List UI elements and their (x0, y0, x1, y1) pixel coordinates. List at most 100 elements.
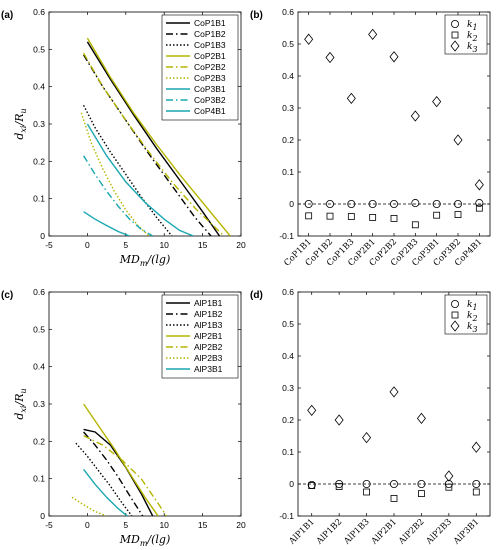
point-k1-CoP3B1 (432, 199, 441, 208)
point-k3-CoP1B1 (304, 33, 314, 45)
point-k1-CoP1B2 (325, 199, 334, 208)
series-line-CoP3B1 (86, 123, 194, 236)
point-k3-AlP1B1 (307, 404, 317, 417)
y-tick-label: -0.1 (279, 511, 294, 521)
point-k1-CoP2B3 (411, 199, 420, 208)
y-tick-label: 0.1 (282, 167, 294, 177)
series-line-CoP3B2 (83, 155, 154, 236)
panel-b: (b)-0.100.10.20.30.40.50.6CoP1B1CoP1B2Co… (250, 7, 491, 268)
legend-label: AlP1B3 (194, 320, 223, 330)
x-tick-label: -5 (45, 240, 53, 250)
point-k2-CoP1B1 (305, 212, 313, 220)
legend-marker (450, 299, 459, 308)
panel-label: (d) (250, 290, 263, 301)
point-k1-AlP1B2 (335, 479, 344, 488)
x-tick-label: 10 (159, 240, 169, 250)
y-tick-label: 0.6 (282, 7, 294, 17)
y-tick-label: 0.4 (282, 351, 294, 361)
series-line-AlP2B1 (83, 403, 159, 516)
point-k3-AlP2B2 (416, 412, 426, 425)
point-k3-CoP2B3 (410, 110, 420, 122)
x-tick-label: AlP2B1 (369, 517, 399, 547)
panel-d: (d)-0.100.10.20.30.40.50.6AlP1B1AlP1B2Al… (250, 287, 491, 547)
x-tick-label: 15 (198, 240, 208, 250)
y-tick-label: 0.3 (33, 399, 45, 409)
point-k1-AlP2B1 (389, 479, 398, 488)
point-k2-CoP2B2 (390, 214, 398, 222)
y-tick-label: 0.5 (33, 324, 45, 334)
panel-label: (b) (250, 10, 263, 21)
series-line-AlP2B2 (83, 435, 168, 516)
legend-label: AlP3B1 (194, 364, 223, 374)
panel-label: (a) (1, 10, 13, 21)
y-tick-label: 0 (40, 511, 45, 521)
legend-marker (450, 19, 459, 28)
panel-label: (c) (1, 290, 13, 301)
legend-label: k1 (467, 300, 478, 312)
legend-label: CoP2B3 (194, 73, 226, 83)
y-tick-label: 0.3 (282, 103, 294, 113)
legend-label: k2 (467, 31, 478, 43)
point-k1-AlP1B3 (362, 479, 371, 488)
legend-marker (451, 311, 459, 319)
point-k1-CoP3B2 (453, 199, 462, 208)
panel-a: (a)00.10.20.30.40.50.6-5 0 5 10 15 20MDm/(lg)… (1, 7, 246, 268)
y-tick-label: 0.3 (282, 383, 294, 393)
series-line-CoP2B1 (86, 37, 231, 236)
y-tick-label: 0 (40, 231, 45, 241)
point-k3-CoP3B1 (432, 95, 442, 108)
y-tick-label: 0.5 (33, 44, 45, 54)
x-tick-label: AlP1B1 (287, 517, 317, 547)
x-tick-label: AlP2B2 (396, 517, 426, 547)
point-k2-CoP4B1 (475, 204, 483, 212)
x-tick-label: AlP1B2 (314, 517, 344, 547)
point-k2-AlP2B3 (445, 483, 453, 491)
point-k3-CoP1B3 (346, 92, 356, 105)
y-tick-label: 0.1 (33, 194, 45, 204)
point-k3-CoP3B2 (453, 134, 463, 146)
legend: AlP1B1AlP1B2AlP1B3AlP2B1AlP2B2AlP2B3AlP3… (161, 294, 239, 379)
legend-label: CoP2B1 (194, 51, 226, 61)
point-k3-AlP2B3 (444, 470, 454, 482)
series-line-AlP1B3 (75, 442, 133, 516)
legend-label: k3 (467, 322, 478, 334)
legend: CoP1B1CoP1B2CoP1B3CoP2B1CoP2B2CoP2B3CoP3… (161, 14, 239, 121)
y-tick-label: 0 (289, 479, 294, 489)
point-k2-CoP3B1 (433, 211, 441, 219)
series-line-CoP1B1 (86, 41, 221, 236)
legend-label: CoP3B1 (194, 84, 226, 94)
point-k2-AlP1B2 (335, 483, 343, 490)
point-k3-CoP1B2 (325, 51, 335, 64)
legend-box (444, 294, 488, 335)
x-tick-label: 15 (198, 520, 208, 530)
point-k1-CoP2B2 (389, 199, 398, 208)
point-k2-AlP1B1 (308, 482, 316, 490)
point-k2-CoP1B2 (326, 212, 334, 220)
legend-box (161, 14, 239, 121)
y-tick-label: 0.4 (33, 362, 45, 372)
point-k3-CoP2B2 (389, 51, 399, 63)
y-tick-label: 0.6 (282, 287, 294, 297)
y-tick-label: 0.6 (33, 287, 45, 297)
legend-label: AlP2B2 (194, 342, 223, 352)
y-tick-label: 0.2 (282, 135, 294, 145)
x-tick-label: 5 (123, 240, 128, 250)
point-k3-AlP1B2 (334, 414, 344, 426)
y-tick-label: 0.1 (33, 474, 45, 484)
legend-box (444, 14, 488, 55)
y-tick-label: 0.3 (33, 119, 45, 129)
point-k2-AlP3B1 (472, 488, 480, 496)
point-k1-AlP3B1 (472, 479, 481, 488)
point-k3-AlP1B3 (362, 431, 372, 444)
panel-c: (c)00.10.20.30.40.50.6-5 0 5 10 15 20MDm/(lg)… (1, 287, 246, 548)
legend-label: CoP1B1 (194, 18, 226, 28)
legend-label: AlP2B1 (194, 331, 223, 341)
x-tick-label: 20 (236, 240, 246, 250)
legend-label: k3 (467, 42, 478, 54)
point-k3-AlP2B1 (389, 386, 399, 398)
legend-marker (450, 320, 460, 332)
point-k2-AlP2B2 (418, 490, 425, 498)
legend-label: AlP1B2 (194, 309, 223, 319)
